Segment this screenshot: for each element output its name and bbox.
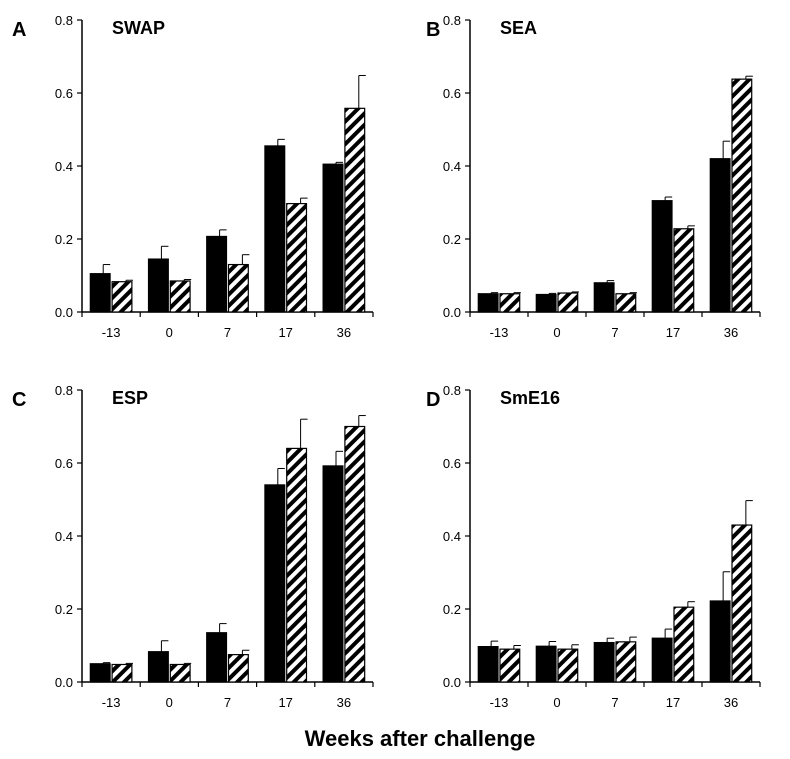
- y-tick-label: 0.8: [55, 383, 73, 398]
- y-tick-label: 0.8: [443, 383, 461, 398]
- bar-solid: [147, 258, 169, 313]
- bar-hatched: [111, 281, 133, 313]
- panel-title: SWAP: [112, 18, 165, 38]
- bar-solid: [709, 158, 731, 313]
- y-tick-label: 0.2: [55, 602, 73, 617]
- y-tick-label: 0.4: [55, 159, 73, 174]
- y-tick-label: 0.6: [55, 456, 73, 471]
- y-tick-label: 0.6: [443, 456, 461, 471]
- bar-solid: [477, 293, 499, 313]
- bar-solid: [147, 651, 169, 683]
- y-tick-label: 0.0: [55, 305, 73, 320]
- bar-hatched: [731, 78, 753, 313]
- x-tick-label: 36: [337, 695, 351, 710]
- panel-letter: B: [426, 19, 440, 41]
- x-tick-label: -13: [102, 325, 121, 340]
- bar-solid: [322, 163, 344, 313]
- x-tick-label: -13: [490, 695, 509, 710]
- panel-title: SmE16: [500, 388, 560, 408]
- bar-solid: [651, 200, 673, 313]
- bar-hatched: [344, 425, 366, 683]
- panel-letter: A: [12, 19, 26, 41]
- bar-solid: [206, 632, 228, 683]
- y-tick-label: 0.6: [443, 86, 461, 101]
- bar-solid: [89, 273, 111, 313]
- bar-hatched: [227, 654, 249, 683]
- chart-panel-b: B SEA 0.0 0.2 0.4 0.6 0.8 -13 0 7 17 36: [426, 13, 761, 340]
- x-tick-label: 0: [553, 695, 560, 710]
- y-tick-label: 0.0: [443, 675, 461, 690]
- bar-hatched: [286, 202, 308, 313]
- y-tick-label: 0.8: [55, 13, 73, 28]
- x-tick-label: 36: [724, 325, 738, 340]
- chart-panel-c: C ESP 0.0 0.2 0.4 0.6 0.8 -13 0 7 17 36: [12, 383, 374, 710]
- x-tick-label: -13: [102, 695, 121, 710]
- bar-hatched: [169, 280, 191, 313]
- bar-hatched: [615, 641, 637, 683]
- x-tick-label: 7: [611, 325, 618, 340]
- bar-hatched: [227, 263, 249, 313]
- y-tick-label: 0.6: [55, 86, 73, 101]
- x-tick-label: 0: [553, 325, 560, 340]
- y-tick-label: 0.2: [55, 232, 73, 247]
- x-tick-label: 36: [724, 695, 738, 710]
- chart-panel-d: D SmE16 0.0 0.2 0.4 0.6 0.8 -13 0 7 17 36: [426, 383, 761, 710]
- bar-hatched: [499, 293, 521, 313]
- x-axis-label: Weeks after challenge: [305, 726, 536, 751]
- y-tick-label: 0.2: [443, 232, 461, 247]
- panel-letter: D: [426, 389, 440, 411]
- y-tick-label: 0.0: [443, 305, 461, 320]
- bar-solid: [535, 645, 557, 683]
- x-tick-label: 36: [337, 325, 351, 340]
- x-tick-label: 0: [166, 695, 173, 710]
- y-tick-label: 0.2: [443, 602, 461, 617]
- bar-hatched: [673, 606, 695, 683]
- x-tick-label: 17: [278, 695, 292, 710]
- x-tick-label: 17: [278, 325, 292, 340]
- bar-solid: [264, 145, 286, 313]
- bar-solid: [206, 235, 228, 313]
- bar-solid: [477, 645, 499, 683]
- x-tick-label: 17: [666, 695, 680, 710]
- x-tick-label: 7: [611, 695, 618, 710]
- x-tick-label: -13: [490, 325, 509, 340]
- bar-hatched: [499, 648, 521, 683]
- y-tick-label: 0.4: [55, 529, 73, 544]
- panel-title: ESP: [112, 388, 148, 408]
- bar-hatched: [169, 663, 191, 683]
- y-tick-label: 0.4: [443, 159, 461, 174]
- bar-solid: [593, 282, 615, 313]
- bar-solid: [651, 637, 673, 683]
- bar-hatched: [111, 663, 133, 683]
- bar-solid: [593, 641, 615, 683]
- bar-hatched: [557, 292, 579, 313]
- bar-solid: [89, 663, 111, 683]
- y-tick-label: 0.0: [55, 675, 73, 690]
- chart-panel-a: A SWAP 0.0 0.2 0.4 0.6 0.8 -13 0 7 17 36: [12, 13, 374, 340]
- panel-title: SEA: [500, 18, 537, 38]
- bar-solid: [709, 600, 731, 683]
- panel-letter: C: [12, 389, 26, 411]
- bar-solid: [535, 293, 557, 313]
- bar-hatched: [615, 293, 637, 313]
- y-tick-label: 0.4: [443, 529, 461, 544]
- bar-hatched: [673, 228, 695, 313]
- bar-hatched: [344, 107, 366, 313]
- x-tick-label: 7: [224, 325, 231, 340]
- bar-solid: [264, 484, 286, 683]
- bar-hatched: [286, 447, 308, 683]
- x-tick-label: 0: [166, 325, 173, 340]
- bar-hatched: [557, 648, 579, 683]
- x-tick-label: 7: [224, 695, 231, 710]
- x-tick-label: 17: [666, 325, 680, 340]
- bar-hatched: [731, 524, 753, 683]
- bar-solid: [322, 465, 344, 683]
- y-tick-label: 0.8: [443, 13, 461, 28]
